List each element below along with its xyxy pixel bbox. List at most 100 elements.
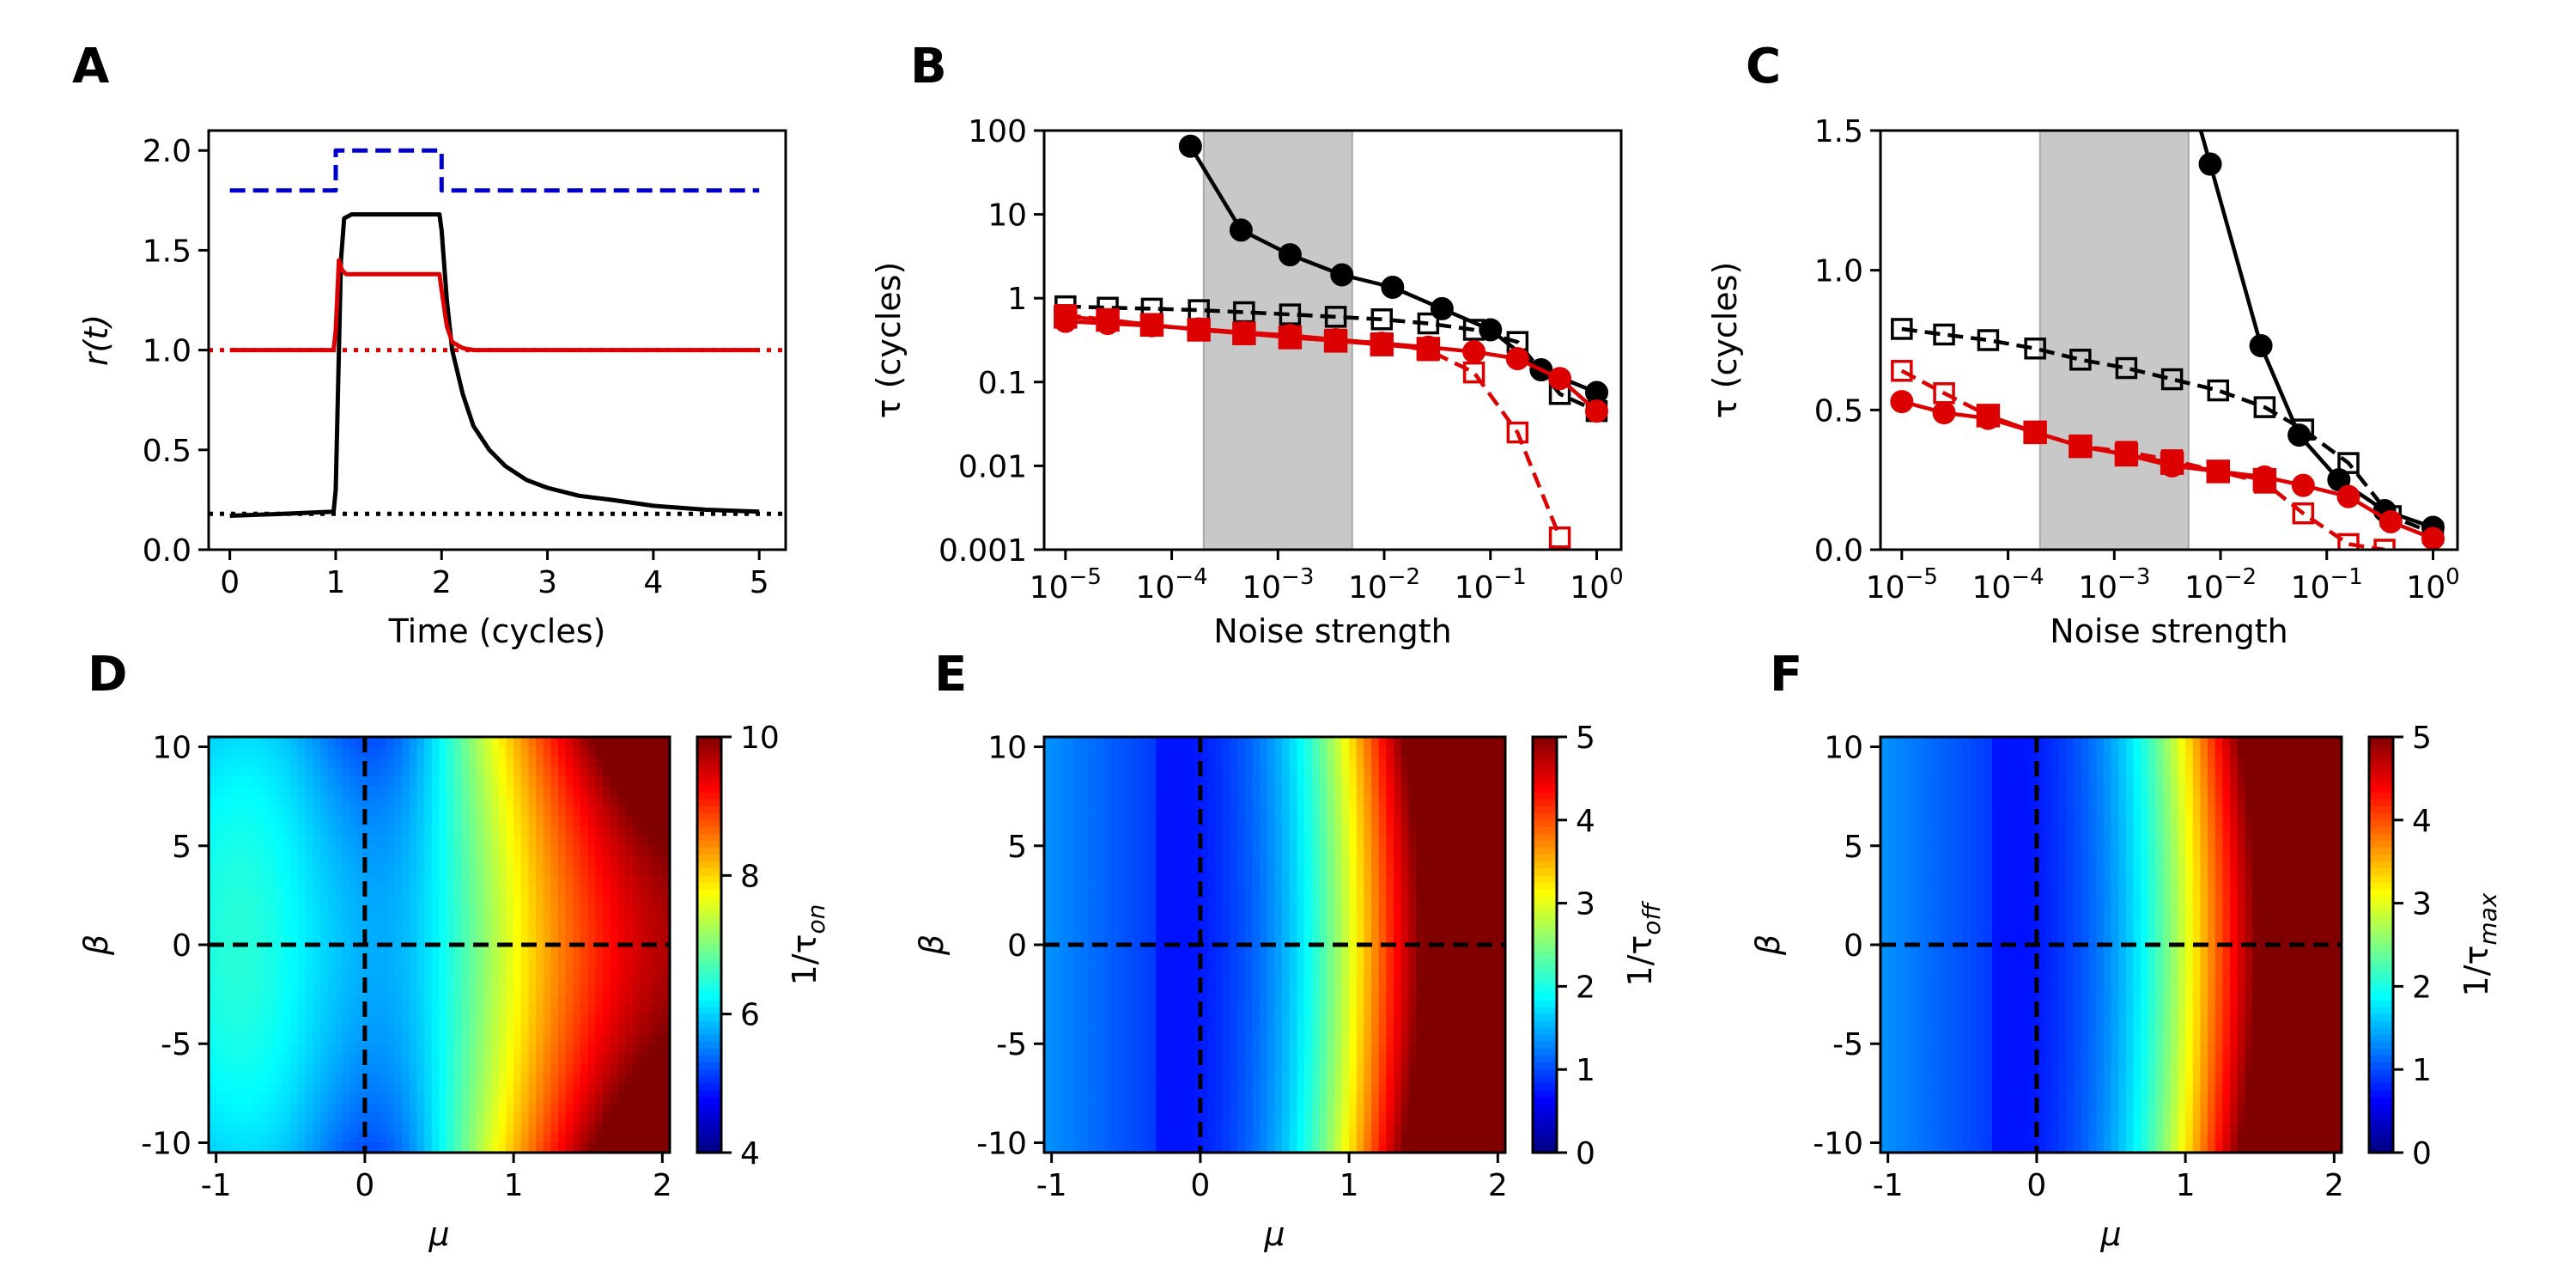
heatmap-cell bbox=[1155, 915, 1164, 926]
heatmap-cell bbox=[335, 796, 343, 807]
heatmap-cell bbox=[275, 757, 284, 768]
heatmap-cell bbox=[1044, 1132, 1053, 1144]
heatmap-cell bbox=[1274, 994, 1283, 1005]
heatmap-cell bbox=[313, 1123, 321, 1134]
heatmap-cell bbox=[319, 1024, 329, 1035]
heatmap-cell bbox=[1148, 1092, 1157, 1105]
heatmap-cell bbox=[1349, 904, 1358, 916]
heatmap-cell bbox=[209, 766, 217, 777]
heatmap-cell bbox=[1118, 1112, 1127, 1124]
heatmap-cell bbox=[603, 895, 611, 906]
heatmap-cell bbox=[1155, 1092, 1164, 1105]
heatmap-cell bbox=[528, 1123, 537, 1134]
heatmap-cell bbox=[1155, 1103, 1164, 1114]
heatmap-cell bbox=[1327, 954, 1335, 965]
heatmap-cell bbox=[416, 1004, 425, 1015]
heatmap-cell bbox=[625, 1142, 634, 1153]
heatmap-cell bbox=[1066, 1063, 1075, 1074]
heatmap-cell bbox=[1289, 845, 1298, 857]
heatmap-cell bbox=[565, 934, 574, 946]
heatmap-cell bbox=[565, 895, 574, 906]
heatmap-cell bbox=[1274, 904, 1283, 916]
heatmap-cell bbox=[1103, 1013, 1112, 1025]
heatmap-cell bbox=[610, 855, 619, 867]
heatmap-cell bbox=[409, 757, 418, 768]
heatmap-cell bbox=[1260, 825, 1268, 837]
heatmap-cell bbox=[1051, 1033, 1060, 1045]
heatmap-cell bbox=[223, 855, 232, 867]
heatmap-cell bbox=[632, 1024, 641, 1035]
heatmap-cell bbox=[587, 1004, 597, 1015]
heatmap-cell bbox=[1133, 1092, 1142, 1105]
heatmap-cell bbox=[416, 855, 425, 867]
heatmap-cell bbox=[372, 934, 381, 946]
heatmap-cell bbox=[1103, 974, 1112, 985]
heatmap-cell bbox=[647, 875, 656, 886]
colorbar-step bbox=[697, 882, 721, 891]
heatmap-cell bbox=[357, 945, 366, 956]
heatmap-cell bbox=[1170, 1123, 1179, 1134]
heatmap-cell bbox=[313, 1033, 321, 1045]
heatmap-cell bbox=[1222, 1033, 1231, 1045]
heatmap-cell bbox=[506, 836, 514, 847]
heatmap-cell bbox=[573, 1024, 581, 1035]
heatmap-cell bbox=[1133, 757, 1142, 768]
plot-area bbox=[209, 148, 786, 518]
heatmap-cell bbox=[290, 954, 299, 965]
heatmap-cell bbox=[386, 915, 396, 926]
heatmap-cell bbox=[252, 1004, 262, 1015]
heatmap-cell bbox=[1088, 885, 1097, 897]
heatmap-cell bbox=[305, 1132, 314, 1144]
heatmap-cell bbox=[1267, 1073, 1276, 1085]
heatmap-cell bbox=[491, 1112, 500, 1124]
heatmap-cell bbox=[1066, 865, 1075, 877]
heatmap-cell bbox=[1163, 984, 1172, 995]
heatmap-cell bbox=[297, 845, 307, 857]
heatmap-cell bbox=[1215, 1013, 1224, 1025]
heatmap-cell bbox=[1349, 984, 1358, 995]
heatmap-cell bbox=[1051, 915, 1060, 926]
heatmap-cell bbox=[536, 875, 544, 886]
heatmap-cell bbox=[1230, 825, 1238, 837]
heatmap-cell bbox=[424, 776, 433, 788]
heatmap-cell bbox=[380, 1013, 388, 1025]
y-axis-label: r(t) bbox=[77, 314, 115, 366]
heatmap-cell bbox=[1222, 974, 1231, 985]
heatmap-cell bbox=[617, 757, 626, 768]
heatmap-cell bbox=[1341, 954, 1350, 965]
heatmap-cell bbox=[1400, 776, 1410, 788]
heatmap-cell bbox=[617, 786, 626, 797]
heatmap-cell bbox=[297, 855, 307, 867]
heatmap-cell bbox=[1400, 737, 1410, 748]
heatmap-cell bbox=[268, 954, 276, 965]
heatmap-cell bbox=[1059, 865, 1067, 877]
heatmap-cell bbox=[491, 1132, 500, 1144]
heatmap-cell bbox=[1334, 885, 1343, 897]
heatmap-cell bbox=[1059, 776, 1067, 788]
heatmap-cell bbox=[1170, 994, 1179, 1005]
heatmap-cell bbox=[357, 806, 366, 817]
heatmap-cell bbox=[550, 924, 559, 936]
heatmap-cell bbox=[550, 945, 559, 956]
heatmap-cell bbox=[1282, 816, 1291, 827]
heatmap-cell bbox=[453, 915, 463, 926]
heatmap-cell bbox=[290, 825, 299, 837]
heatmap-cell bbox=[543, 904, 552, 916]
heatmap-cell bbox=[1155, 845, 1164, 857]
heatmap-cell bbox=[1155, 895, 1164, 906]
heatmap-cell bbox=[1237, 1073, 1246, 1085]
heatmap-cell bbox=[1193, 904, 1201, 916]
heatmap-cell bbox=[1059, 915, 1067, 926]
heatmap-cell bbox=[1371, 1044, 1380, 1055]
x-tick-exponent: −2 bbox=[2224, 564, 2257, 590]
heatmap-cell bbox=[209, 895, 217, 906]
heatmap-cell bbox=[1088, 1073, 1097, 1085]
heatmap-cell bbox=[305, 1063, 314, 1074]
heatmap-cell bbox=[617, 934, 626, 946]
heatmap-cell bbox=[453, 855, 463, 867]
heatmap-cell bbox=[461, 1063, 470, 1074]
heatmap-cell bbox=[506, 806, 514, 817]
heatmap-cell bbox=[469, 945, 477, 956]
heatmap-cell bbox=[1297, 934, 1305, 946]
heatmap-cell bbox=[1155, 934, 1164, 946]
